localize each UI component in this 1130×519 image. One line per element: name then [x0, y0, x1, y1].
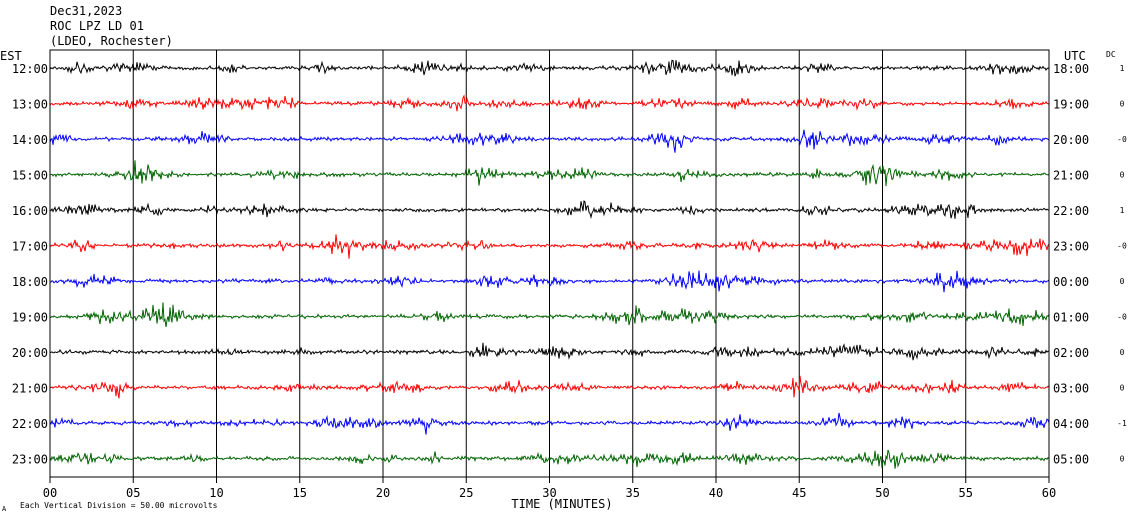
est-row-label: 17:00: [12, 240, 48, 254]
trace-1200: [49, 59, 1050, 77]
x-axis-label: TIME (MINUTES): [511, 497, 612, 511]
x-tick-label: 25: [459, 486, 473, 500]
trace-1300: [49, 94, 1050, 112]
station-network: (LDEO, Rochester): [50, 34, 173, 48]
dc-offset-label: 0: [1120, 455, 1125, 464]
utc-row-label: 05:00: [1053, 453, 1089, 467]
x-tick-label: 30: [542, 486, 556, 500]
est-row-label: 15:00: [12, 169, 48, 183]
utc-row-label: 22:00: [1053, 204, 1089, 218]
utc-row-label: 21:00: [1053, 169, 1089, 183]
dc-offset-label: 0: [1120, 100, 1125, 109]
est-row-label: 20:00: [12, 346, 48, 360]
est-row-label: 12:00: [12, 62, 48, 76]
dc-offset-label: 1: [1120, 64, 1125, 73]
est-row-label: 14:00: [12, 133, 48, 147]
x-tick-label: 35: [626, 486, 640, 500]
est-row-label: 18:00: [12, 275, 48, 289]
est-axis-label: EST: [0, 49, 22, 63]
footer-mark: A: [2, 505, 7, 513]
trace-2300: [49, 449, 1050, 469]
x-tick-label: 10: [209, 486, 223, 500]
trace-1700: [49, 234, 1050, 259]
dc-offset-label: -0: [1117, 135, 1127, 144]
dc-offset-label: -0: [1117, 242, 1127, 251]
trace-1400: [49, 129, 1050, 153]
est-row-label: 23:00: [12, 453, 48, 467]
x-tick-label: 40: [709, 486, 723, 500]
dc-offset-label: 0: [1120, 171, 1125, 180]
vertical-division-note: Each Vertical Division = 50.00 microvolt…: [20, 501, 218, 510]
x-tick-label: 55: [959, 486, 973, 500]
seismic-traces: [49, 59, 1050, 469]
grid-lines: [49, 50, 1050, 483]
x-tick-label: 60: [1042, 486, 1056, 500]
utc-row-label: 00:00: [1053, 275, 1089, 289]
est-row-label: 19:00: [12, 311, 48, 325]
dc-offset-label: 0: [1120, 348, 1125, 357]
utc-row-label: 04:00: [1053, 417, 1089, 431]
utc-row-label: 23:00: [1053, 240, 1089, 254]
trace-1500: [49, 160, 1050, 187]
dc-offset-label: 0: [1120, 277, 1125, 286]
utc-row-label: 02:00: [1053, 346, 1089, 360]
trace-1900: [49, 302, 1050, 327]
est-row-label: 13:00: [12, 98, 48, 112]
x-tick-label: 45: [792, 486, 806, 500]
trace-2000: [49, 342, 1050, 361]
utc-row-label: 18:00: [1053, 62, 1089, 76]
dc-column-label: DC: [1106, 50, 1116, 59]
utc-row-label: 20:00: [1053, 133, 1089, 147]
plot-frame: [49, 49, 1050, 478]
dc-offset-label: 0: [1120, 384, 1125, 393]
station-code: ROC LPZ LD 01: [50, 19, 144, 33]
chart-date: Dec31,2023: [50, 4, 123, 18]
x-tick-label: 00: [43, 486, 57, 500]
est-row-label: 22:00: [12, 417, 48, 431]
x-tick-label: 05: [126, 486, 140, 500]
dc-offset-label: -1: [1117, 419, 1127, 428]
dc-offset-label: 1: [1120, 206, 1125, 215]
x-tick-label: 20: [376, 486, 390, 500]
est-row-label: 21:00: [12, 382, 48, 396]
trace-1800: [49, 270, 1050, 293]
utc-axis-label: UTC: [1064, 49, 1086, 63]
trace-1600: [49, 200, 1050, 220]
utc-row-label: 03:00: [1053, 382, 1089, 396]
est-row-label: 16:00: [12, 204, 48, 218]
utc-row-label: 01:00: [1053, 311, 1089, 325]
dc-offset-label: -0: [1117, 313, 1127, 322]
trace-2100: [49, 375, 1050, 399]
x-tick-label: 15: [293, 486, 307, 500]
trace-2200: [49, 412, 1050, 435]
x-tick-label: 50: [875, 486, 889, 500]
utc-row-label: 19:00: [1053, 98, 1089, 112]
